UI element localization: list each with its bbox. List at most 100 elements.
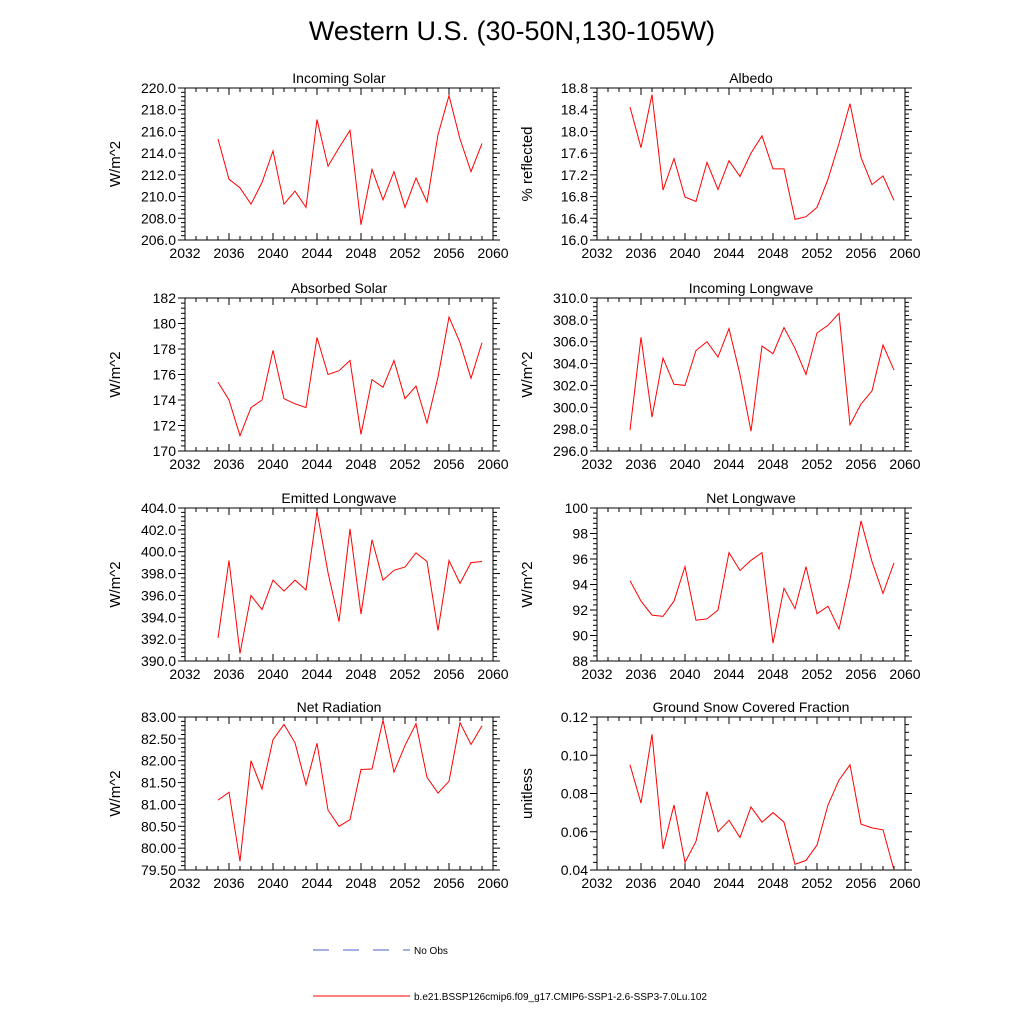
- y-tick-label: 82.50: [141, 731, 176, 747]
- y-axis-label: unitless: [519, 768, 536, 819]
- y-tick-label: 178: [153, 341, 177, 357]
- panels: Incoming Solar W/m^2 2032 2036 2040 2044 2048 2…: [107, 70, 921, 891]
- y-tick-label: 0.12: [561, 709, 588, 725]
- y-tick-label: 16.8: [561, 189, 588, 205]
- x-tick-label: 2032: [169, 245, 200, 261]
- panel-albedo: Albedo % reflected 2032 2036 2040 2044 2048 205…: [519, 70, 921, 261]
- x-tick-label: 2036: [213, 875, 244, 891]
- x-tick-label: 2040: [669, 875, 700, 891]
- y-tick-label: 212.0: [141, 167, 176, 183]
- y-tick-label: 83.00: [141, 709, 176, 725]
- y-tick-label: 100: [565, 500, 589, 516]
- x-tick-label: 2044: [713, 456, 744, 472]
- x-tick-label: 2032: [581, 875, 612, 891]
- x-tick-label: 2040: [257, 245, 288, 261]
- y-tick-label: 18.8: [561, 80, 588, 96]
- x-tick-label: 2048: [345, 666, 376, 682]
- y-tick-label: 80.50: [141, 818, 176, 834]
- x-tick-label: 2032: [581, 456, 612, 472]
- y-tick-label: 208.0: [141, 210, 176, 226]
- x-tick-label: 2044: [713, 875, 744, 891]
- x-tick-label: 2056: [845, 875, 876, 891]
- y-tick-label: 98: [572, 526, 588, 542]
- legend-label-no-obs: No Obs: [414, 946, 448, 957]
- series-line: [629, 312, 895, 432]
- y-tick-label: 396.0: [141, 587, 176, 603]
- y-tick-label: 402.0: [141, 522, 176, 538]
- x-tick-label: 2048: [757, 666, 788, 682]
- x-tick-label: 2056: [845, 456, 876, 472]
- y-tick-label: 310.0: [553, 290, 588, 306]
- x-tick-label: 2056: [845, 245, 876, 261]
- plot-frame: [596, 87, 906, 241]
- panel-net-radiation: Net Radiation W/m^2 2032 2036 2040 2044 2048 20…: [107, 699, 509, 891]
- y-axis-label: W/m^2: [107, 351, 124, 397]
- x-tick-label: 2044: [713, 245, 744, 261]
- y-tick-label: 210.0: [141, 189, 176, 205]
- x-tick-label: 2044: [301, 875, 332, 891]
- y-tick-label: 308.0: [553, 312, 588, 328]
- x-tick-label: 2052: [389, 666, 420, 682]
- x-tick-label: 2056: [433, 875, 464, 891]
- y-tick-label: 404.0: [141, 500, 176, 516]
- x-tick-label: 2032: [169, 666, 200, 682]
- panel-title: Net Longwave: [706, 490, 796, 506]
- y-tick-label: 220.0: [141, 80, 176, 96]
- y-axis-label: W/m^2: [107, 770, 124, 816]
- y-axis-label: W/m^2: [519, 351, 536, 397]
- y-tick-label: 300.0: [553, 399, 588, 415]
- y-tick-label: 394.0: [141, 609, 176, 625]
- x-tick-label: 2052: [389, 456, 420, 472]
- x-tick-label: 2036: [625, 875, 656, 891]
- legend-label-model-run: b.e21.BSSP126cmip6.f09_g17.CMIP6-SSP1-2.…: [414, 992, 707, 1003]
- panel-title: Net Radiation: [297, 699, 382, 715]
- y-tick-label: 400.0: [141, 544, 176, 560]
- y-tick-label: 390.0: [141, 653, 176, 669]
- x-tick-label: 2044: [301, 456, 332, 472]
- y-tick-label: 82.00: [141, 753, 176, 769]
- x-tick-label: 2060: [477, 875, 508, 891]
- y-tick-label: 176: [153, 367, 177, 383]
- y-tick-label: 0.10: [561, 747, 588, 763]
- x-tick-label: 2060: [889, 666, 920, 682]
- x-tick-label: 2052: [801, 456, 832, 472]
- y-tick-label: 96: [572, 551, 588, 567]
- x-tick-label: 2060: [477, 245, 508, 261]
- y-tick-label: 92: [572, 602, 588, 618]
- y-axis-label: W/m^2: [519, 561, 536, 607]
- x-tick-label: 2048: [757, 245, 788, 261]
- y-tick-label: 18.0: [561, 123, 588, 139]
- series-line: [217, 719, 483, 862]
- y-tick-label: 0.06: [561, 824, 588, 840]
- x-tick-label: 2040: [669, 666, 700, 682]
- x-tick-label: 2040: [257, 875, 288, 891]
- panel-title: Incoming Longwave: [689, 280, 814, 296]
- series-line: [629, 94, 895, 221]
- panel-incoming-longwave: Incoming Longwave W/m^2 2032 2036 2040 2044 20…: [519, 280, 921, 472]
- plot-frame: [184, 716, 494, 871]
- y-tick-label: 174: [153, 392, 177, 408]
- x-tick-label: 2044: [301, 666, 332, 682]
- x-tick-label: 2048: [345, 245, 376, 261]
- x-tick-label: 2052: [389, 875, 420, 891]
- y-tick-label: 170: [153, 443, 177, 459]
- panel-title: Albedo: [729, 70, 773, 86]
- y-tick-label: 206.0: [141, 232, 176, 248]
- y-tick-label: 81.50: [141, 775, 176, 791]
- series-line: [217, 511, 483, 654]
- x-tick-label: 2048: [757, 875, 788, 891]
- panel-title: Emitted Longwave: [281, 490, 396, 506]
- x-tick-label: 2052: [801, 666, 832, 682]
- y-tick-label: 0.08: [561, 786, 588, 802]
- x-tick-label: 2056: [433, 456, 464, 472]
- panel-ground-snow-covered-fraction: Ground Snow Covered Fraction unitless 2032…: [519, 699, 921, 891]
- x-tick-label: 2052: [801, 875, 832, 891]
- x-tick-label: 2048: [345, 456, 376, 472]
- x-tick-label: 2032: [169, 456, 200, 472]
- x-tick-label: 2040: [257, 456, 288, 472]
- y-tick-label: 17.2: [561, 167, 588, 183]
- y-axis-label: W/m^2: [107, 141, 124, 187]
- plot-frame: [596, 716, 906, 871]
- y-tick-label: 392.0: [141, 631, 176, 647]
